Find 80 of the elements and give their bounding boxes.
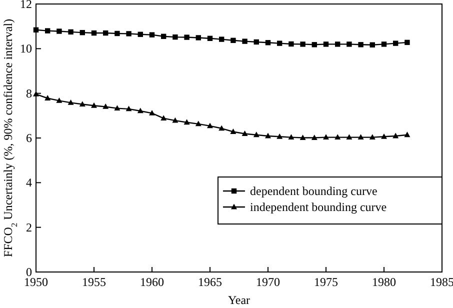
point bbox=[370, 42, 375, 48]
point bbox=[300, 42, 306, 47]
y-tick-label: 10 bbox=[20, 42, 32, 56]
point bbox=[126, 106, 132, 112]
x-tick-label: 1970 bbox=[256, 275, 280, 289]
y-tick-label: 2 bbox=[26, 220, 32, 234]
point bbox=[276, 133, 283, 139]
point bbox=[33, 27, 39, 33]
point bbox=[114, 105, 120, 110]
point bbox=[56, 28, 62, 34]
point bbox=[149, 110, 155, 116]
point bbox=[102, 104, 109, 109]
point bbox=[195, 120, 202, 126]
point bbox=[393, 40, 398, 46]
point bbox=[381, 42, 387, 47]
point bbox=[45, 28, 50, 34]
point bbox=[311, 134, 318, 140]
point bbox=[288, 134, 294, 140]
point bbox=[114, 30, 120, 36]
point bbox=[253, 132, 260, 138]
point bbox=[103, 30, 108, 36]
x-tick-label: 1980 bbox=[372, 275, 396, 289]
point bbox=[80, 30, 85, 36]
point bbox=[288, 41, 294, 47]
point bbox=[392, 132, 399, 138]
point bbox=[277, 40, 282, 46]
y-tick-label: 6 bbox=[26, 131, 32, 145]
point bbox=[300, 134, 306, 140]
point bbox=[346, 134, 352, 140]
point bbox=[91, 30, 97, 36]
point bbox=[207, 36, 213, 41]
point bbox=[381, 133, 387, 139]
point bbox=[44, 95, 51, 100]
point bbox=[160, 115, 167, 121]
point bbox=[172, 117, 178, 123]
point bbox=[334, 134, 341, 140]
point bbox=[184, 119, 190, 125]
point bbox=[126, 31, 132, 36]
x-tick-label: 1965 bbox=[198, 275, 222, 289]
point bbox=[404, 40, 410, 46]
point bbox=[323, 42, 329, 47]
point bbox=[56, 98, 62, 103]
point bbox=[265, 132, 271, 138]
point bbox=[265, 40, 271, 46]
point bbox=[323, 134, 329, 140]
point bbox=[242, 130, 248, 136]
point bbox=[184, 34, 190, 40]
legend-label: dependent bounding curve bbox=[250, 184, 378, 198]
legend-label: independent bounding curve bbox=[250, 200, 387, 214]
point bbox=[91, 102, 97, 108]
y-tick-label: 12 bbox=[20, 0, 32, 11]
point bbox=[369, 134, 376, 140]
point bbox=[358, 42, 364, 48]
point bbox=[242, 38, 248, 44]
point bbox=[219, 36, 224, 42]
point bbox=[218, 125, 225, 131]
point bbox=[196, 35, 201, 40]
point bbox=[230, 128, 236, 134]
y-tick-label: 4 bbox=[26, 176, 32, 190]
point bbox=[254, 39, 259, 45]
point bbox=[172, 34, 178, 40]
point bbox=[312, 42, 317, 48]
point bbox=[68, 100, 74, 105]
point bbox=[230, 38, 236, 44]
point bbox=[358, 134, 364, 140]
point bbox=[68, 29, 74, 35]
point bbox=[207, 122, 213, 128]
point bbox=[335, 42, 340, 47]
x-tick-label: 1955 bbox=[82, 275, 106, 289]
point bbox=[149, 32, 155, 38]
y-tick-label: 8 bbox=[26, 86, 32, 100]
point bbox=[404, 132, 410, 138]
x-tick-label: 1975 bbox=[314, 275, 338, 289]
point bbox=[346, 42, 352, 47]
x-axis-title: Year bbox=[228, 293, 250, 307]
point bbox=[79, 101, 86, 106]
point bbox=[138, 32, 143, 37]
point bbox=[161, 34, 166, 39]
point bbox=[137, 108, 144, 114]
x-tick-label: 1960 bbox=[140, 275, 164, 289]
